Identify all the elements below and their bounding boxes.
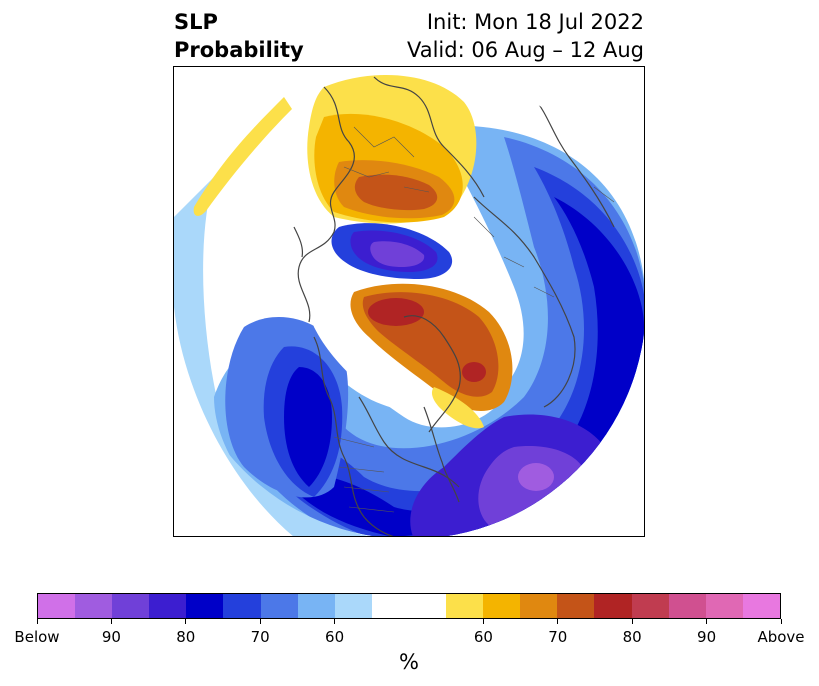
colorbar-tick-label: 90 xyxy=(697,628,717,646)
colorbar-tick-label: 80 xyxy=(176,628,196,646)
shade-siberia-violet xyxy=(370,241,425,267)
forecast-dates: Init: Mon 18 Jul 2022 Valid: 06 Aug – 12… xyxy=(407,8,644,64)
colorbar-segment xyxy=(483,594,521,618)
colorbar-segment xyxy=(594,594,632,618)
colorbar-tick-label: 70 xyxy=(250,628,270,646)
colorbar-segment xyxy=(520,594,558,618)
colorbar-segment xyxy=(705,594,743,618)
valid-dates: Valid: 06 Aug – 12 Aug xyxy=(406,38,644,62)
colorbar-segment xyxy=(742,594,780,618)
colorbar-segment xyxy=(149,594,187,618)
colorbar-tick-mark xyxy=(780,619,782,624)
polar-map xyxy=(173,66,645,537)
colorbar-segment xyxy=(186,594,224,618)
colorbar-tick-mark xyxy=(557,619,559,624)
colorbar-segment xyxy=(557,594,595,618)
colorbar-tick-mark xyxy=(706,619,708,624)
colorbar-segment xyxy=(223,594,261,618)
colorbar-tick-label: 60 xyxy=(325,628,345,646)
init-date: Init: Mon 18 Jul 2022 xyxy=(426,10,644,34)
colorbar-segment xyxy=(297,594,335,618)
colorbar-segment xyxy=(668,594,706,618)
colorbar-segment xyxy=(408,594,447,618)
colorbar-tick-mark xyxy=(259,619,261,624)
colorbar-unit-label: % xyxy=(399,650,419,674)
colorbar-segment xyxy=(260,594,298,618)
chart-title: SLP Probability xyxy=(174,8,304,64)
title-line-1: SLP xyxy=(174,10,218,34)
colorbar-segment xyxy=(334,594,372,618)
shade-arctic-red-2 xyxy=(462,362,486,382)
colorbar-tick-label: 90 xyxy=(101,628,121,646)
colorbar-tick-mark xyxy=(631,619,633,624)
colorbar-segment xyxy=(75,594,113,618)
coastlines xyxy=(293,76,615,536)
shade-greenland-yellow xyxy=(431,387,484,429)
shade-violet-core xyxy=(518,463,554,491)
title-line-2: Probability xyxy=(174,38,304,62)
colorbar-tick-mark xyxy=(185,619,187,624)
shade-arctic-red-1 xyxy=(368,298,424,326)
colorbar-segment xyxy=(38,594,76,618)
shade-europe-orange-3 xyxy=(354,174,438,211)
colorbar-tick-mark xyxy=(110,619,112,624)
shade-yellow-streak xyxy=(193,97,292,216)
colorbar-tick-mark xyxy=(334,619,336,624)
colorbar-tick-mark xyxy=(36,619,38,624)
colorbar-tick-label: Above xyxy=(757,628,805,646)
colorbar-tick-mark xyxy=(482,619,484,624)
shade-pacific-blue-3 xyxy=(284,367,332,487)
colorbar-tick-label: 70 xyxy=(548,628,568,646)
colorbar-segment xyxy=(112,594,150,618)
colorbar-tick-label: 60 xyxy=(473,628,493,646)
colorbar-segment xyxy=(631,594,669,618)
colorbar-segment xyxy=(371,594,409,618)
colorbar-tick-label: 80 xyxy=(622,628,642,646)
map-svg xyxy=(174,75,644,536)
colorbar-segment xyxy=(446,594,484,618)
shade-outer-blue-4 xyxy=(284,197,644,536)
colorbar-tick-label: Below xyxy=(14,628,60,646)
colorbar xyxy=(37,593,781,619)
shade-pacific-light xyxy=(174,177,369,536)
